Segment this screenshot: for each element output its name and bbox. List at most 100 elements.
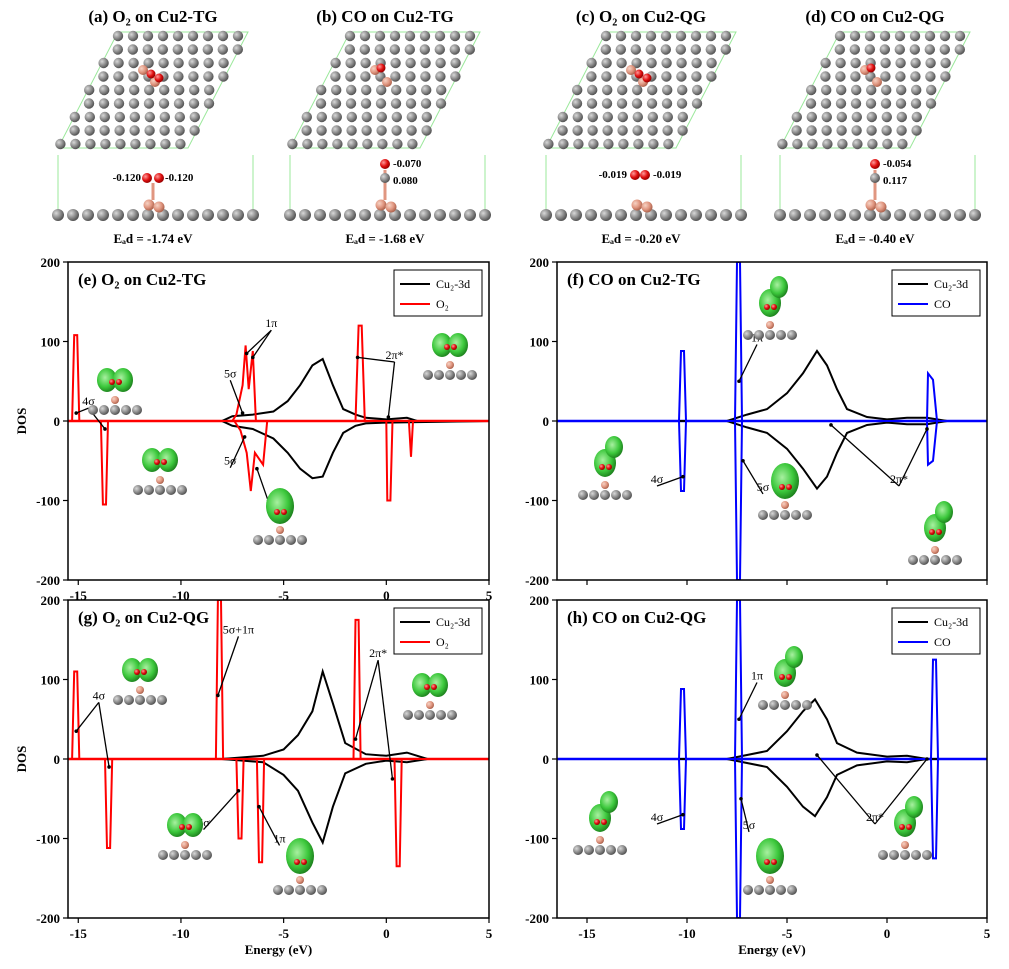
carbon-atom [133, 485, 143, 495]
orbital-lobe [605, 436, 623, 458]
orbital-lobe [756, 838, 784, 874]
carbon-atom [802, 510, 812, 520]
carbon-atom [647, 111, 658, 123]
carbon-atom [391, 111, 402, 123]
o-atom [786, 674, 792, 680]
carbon-atom [390, 71, 401, 82]
carbon-atom [663, 138, 674, 150]
carbon-atom [144, 111, 155, 123]
y-tick-label: 0 [54, 414, 61, 429]
orbital-annotation: 2π* [866, 810, 884, 824]
orbital-lobe [122, 658, 142, 682]
carbon-atom [143, 57, 154, 69]
carbon-atom [273, 885, 283, 895]
annotation-arrow [742, 460, 764, 495]
annotation-arrow [229, 380, 244, 414]
carbon-atom [645, 30, 657, 42]
carbon-atom [802, 700, 812, 710]
y-tick-label: 0 [54, 752, 61, 767]
carbon-atom [67, 209, 79, 221]
carbon-atom [405, 98, 417, 109]
o-atom [376, 63, 386, 73]
carbon-atom [925, 98, 937, 109]
carbon-atom [881, 84, 892, 96]
carbon-atom [573, 845, 583, 855]
carbon-atom [435, 71, 446, 82]
graphene-side-view [540, 209, 747, 221]
carbon-atom [895, 71, 906, 82]
carbon-atom [344, 209, 356, 221]
carbon-atom [435, 57, 446, 69]
carbon-atom [660, 30, 672, 42]
carbon-atom [572, 84, 583, 96]
x-tick-label: 5 [486, 926, 493, 941]
carbon-atom [661, 71, 672, 82]
carbon-atom [676, 98, 688, 109]
arrow-head [255, 466, 259, 471]
carbon-atom [911, 850, 921, 860]
orbital-inset [878, 796, 932, 860]
carbon-atom [807, 138, 818, 150]
carbon-atom [331, 111, 342, 123]
charge-label: -0.120 [113, 172, 142, 184]
carbon-atom [606, 845, 616, 855]
carbon-atom [404, 44, 415, 55]
carbon-atom [925, 71, 936, 82]
legend-entry: Cu₂-3d [436, 615, 470, 629]
series-line [557, 600, 987, 760]
carbon-atom [836, 125, 847, 136]
orbital-lobe [183, 813, 203, 837]
carbon-atom [84, 111, 95, 123]
orbital-annotation: 4σ [651, 810, 664, 824]
legend-box [891, 607, 981, 655]
orbital-inset [113, 658, 167, 705]
carbon-atom [677, 84, 688, 96]
carbon-atom [616, 57, 627, 69]
orbital-annotation: 1π [265, 316, 277, 330]
annotation-arrow [75, 407, 89, 414]
carbon-atom [633, 138, 644, 150]
o-atom [640, 170, 650, 180]
carbon-atom [159, 125, 170, 136]
carbon-atom [143, 98, 155, 109]
carbon-atom [83, 98, 95, 109]
carbon-atom [157, 44, 168, 55]
carbon-atom [374, 30, 386, 42]
series-line [68, 420, 489, 506]
carbon-atom [142, 209, 154, 221]
carbon-atom [631, 57, 642, 69]
carbon-atom [188, 98, 200, 109]
annotation-arrow [252, 329, 272, 358]
carbon-atom [882, 138, 893, 150]
carbon-atom [127, 209, 139, 221]
carbon-atom [132, 405, 142, 415]
carbon-atom [661, 98, 673, 109]
o-atom [771, 859, 777, 865]
annotation-arrow [830, 424, 900, 487]
carbon-atom [866, 125, 877, 136]
carbon-atom [677, 125, 688, 136]
carbon-atom [287, 138, 298, 150]
charge-label: -0.019 [599, 169, 628, 181]
carbon-atom [758, 700, 768, 710]
carbon-atom [114, 125, 125, 136]
carbon-atom [969, 209, 981, 221]
carbon-atom [791, 510, 801, 520]
carbon-atom [705, 209, 717, 221]
carbon-atom [540, 209, 552, 221]
carbon-atom [404, 30, 416, 42]
carbon-atom [909, 44, 920, 55]
y-tick-label: 200 [41, 593, 61, 608]
cu-atom [375, 199, 387, 211]
carbon-atom [705, 30, 717, 42]
carbon-atom [611, 490, 621, 500]
carbon-atom [851, 111, 862, 123]
carbon-atom [754, 885, 764, 895]
carbon-atom [675, 30, 687, 42]
arrow-head [244, 351, 249, 356]
carbon-atom [112, 209, 124, 221]
legend-entry: Cu₂-3d [934, 615, 968, 629]
arrow-head [681, 812, 685, 817]
